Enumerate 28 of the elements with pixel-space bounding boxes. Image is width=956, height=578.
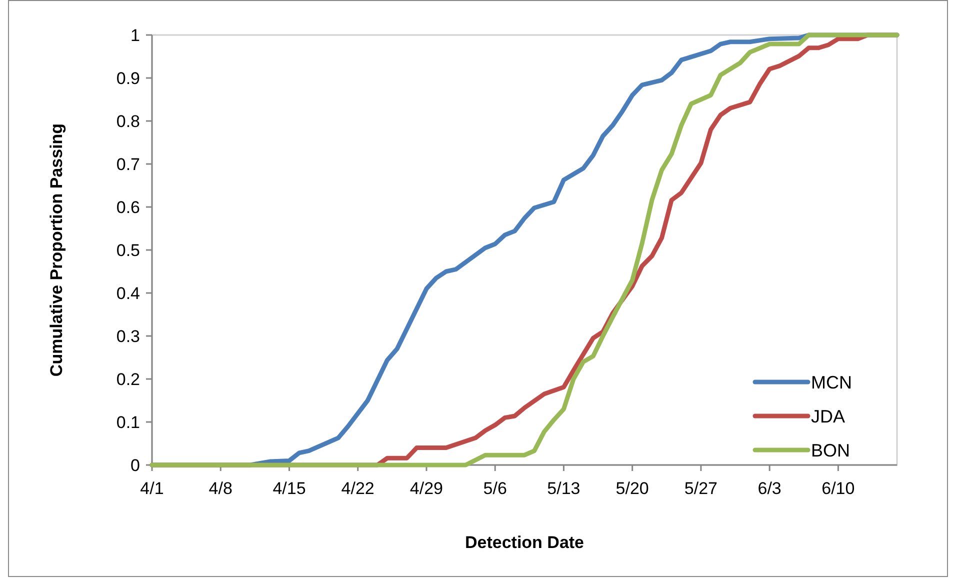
y-tick-label: 0.6 <box>116 198 140 217</box>
x-tick-label: 5/27 <box>684 479 718 498</box>
legend-label: MCN <box>811 372 852 392</box>
y-tick-label: 0.2 <box>116 370 140 389</box>
y-axis-title: Cumulative Proportion Passing <box>47 123 66 377</box>
x-tick-label: 5/20 <box>616 479 649 498</box>
x-tick-label: 4/1 <box>140 479 164 498</box>
x-tick-label: 5/6 <box>483 479 507 498</box>
y-tick-label: 0.4 <box>116 284 140 303</box>
x-tick-label: 6/10 <box>822 479 855 498</box>
y-tick-label: 0.9 <box>116 68 140 88</box>
x-tick-label: 4/22 <box>341 479 374 498</box>
y-tick-label: 0.1 <box>116 412 140 432</box>
x-tick-label: 4/15 <box>272 479 306 498</box>
y-tick-label: 1 <box>130 26 140 45</box>
legend-label: BON <box>811 440 850 460</box>
y-tick-label: 0 <box>130 456 140 475</box>
y-tick-label: 0.5 <box>116 240 140 260</box>
x-tick-label: 5/13 <box>547 479 580 498</box>
x-tick-label: 4/8 <box>208 479 232 498</box>
y-tick-label: 0.3 <box>116 326 140 346</box>
line-series <box>150 32 900 468</box>
y-tick-label: 0.8 <box>116 112 140 131</box>
x-tick-label: 4/29 <box>410 479 444 498</box>
x-axis-title: Detection Date <box>464 533 584 552</box>
x-tick-label: 6/3 <box>758 479 782 498</box>
y-tick-label: 0.7 <box>116 154 140 174</box>
legend-label: JDA <box>811 406 846 426</box>
